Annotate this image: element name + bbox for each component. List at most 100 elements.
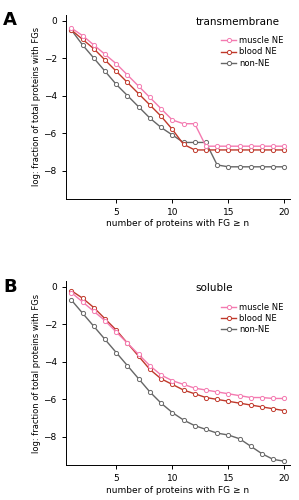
non-NE [249,164,253,170]
blood NE [204,147,208,153]
muscle NE [70,290,73,296]
muscle NE [159,106,163,112]
blood NE [103,57,107,63]
blood NE [81,295,84,301]
blood NE [182,387,185,393]
blood NE [170,126,174,132]
Text: A: A [3,12,17,30]
non-NE [159,400,163,406]
blood NE [182,142,185,148]
muscle NE [215,143,219,149]
muscle NE [260,394,264,400]
blood NE [260,147,264,153]
muscle NE [103,318,107,324]
blood NE [193,147,196,153]
muscle NE [283,143,286,149]
Text: soluble: soluble [196,283,233,293]
blood NE [193,391,196,397]
blood NE [271,406,275,412]
muscle NE [115,329,118,335]
muscle NE [204,387,208,393]
non-NE [204,140,208,145]
blood NE [148,102,152,108]
muscle NE [238,143,241,149]
blood NE [204,394,208,400]
muscle NE [115,60,118,66]
Line: blood NE: blood NE [69,28,286,152]
blood NE [115,327,118,333]
muscle NE [283,396,286,402]
muscle NE [238,392,241,398]
non-NE [115,82,118,87]
muscle NE [137,83,141,89]
Text: transmembrane: transmembrane [196,17,280,27]
muscle NE [215,389,219,395]
muscle NE [227,143,230,149]
non-NE [70,27,73,33]
blood NE [126,340,129,346]
non-NE [115,350,118,356]
muscle NE [148,94,152,100]
Line: blood NE: blood NE [69,288,286,412]
non-NE [148,115,152,121]
non-NE [170,132,174,138]
non-NE [137,104,141,110]
non-NE [193,422,196,428]
Line: non-NE: non-NE [69,298,286,464]
blood NE [215,147,219,153]
blood NE [126,80,129,86]
non-NE [182,140,185,145]
Legend: muscle NE, blood NE, non-NE: muscle NE, blood NE, non-NE [219,34,286,70]
Line: non-NE: non-NE [69,28,286,169]
blood NE [103,316,107,322]
muscle NE [137,352,141,358]
muscle NE [126,340,129,346]
muscle NE [92,42,96,48]
non-NE [283,164,286,170]
Legend: muscle NE, blood NE, non-NE: muscle NE, blood NE, non-NE [219,300,286,337]
blood NE [260,404,264,410]
muscle NE [159,372,163,378]
blood NE [238,400,241,406]
muscle NE [271,143,275,149]
non-NE [170,410,174,416]
Line: muscle NE: muscle NE [69,26,286,148]
non-NE [204,426,208,432]
muscle NE [70,25,73,31]
non-NE [159,124,163,130]
non-NE [92,324,96,330]
blood NE [159,376,163,382]
blood NE [148,366,152,372]
muscle NE [249,143,253,149]
non-NE [126,92,129,98]
muscle NE [271,396,275,402]
Y-axis label: log: fraction of total proteins with FGs: log: fraction of total proteins with FGs [32,28,41,186]
non-NE [92,55,96,61]
muscle NE [204,143,208,149]
blood NE [81,36,84,43]
blood NE [249,147,253,153]
blood NE [70,27,73,33]
X-axis label: number of proteins with FG ≥ n: number of proteins with FG ≥ n [106,220,249,228]
blood NE [159,113,163,119]
non-NE [70,297,73,303]
non-NE [137,376,141,382]
muscle NE [227,391,230,397]
Line: muscle NE: muscle NE [69,290,286,401]
non-NE [215,430,219,436]
non-NE [227,432,230,438]
blood NE [271,147,275,153]
muscle NE [148,362,152,368]
muscle NE [249,394,253,400]
non-NE [249,444,253,450]
blood NE [70,288,73,294]
non-NE [271,456,275,462]
blood NE [92,46,96,52]
muscle NE [182,120,185,126]
muscle NE [193,120,196,126]
non-NE [283,458,286,464]
non-NE [238,164,241,170]
Y-axis label: log: fraction of total proteins with FGs: log: fraction of total proteins with FGs [32,294,41,452]
muscle NE [170,378,174,384]
muscle NE [260,143,264,149]
